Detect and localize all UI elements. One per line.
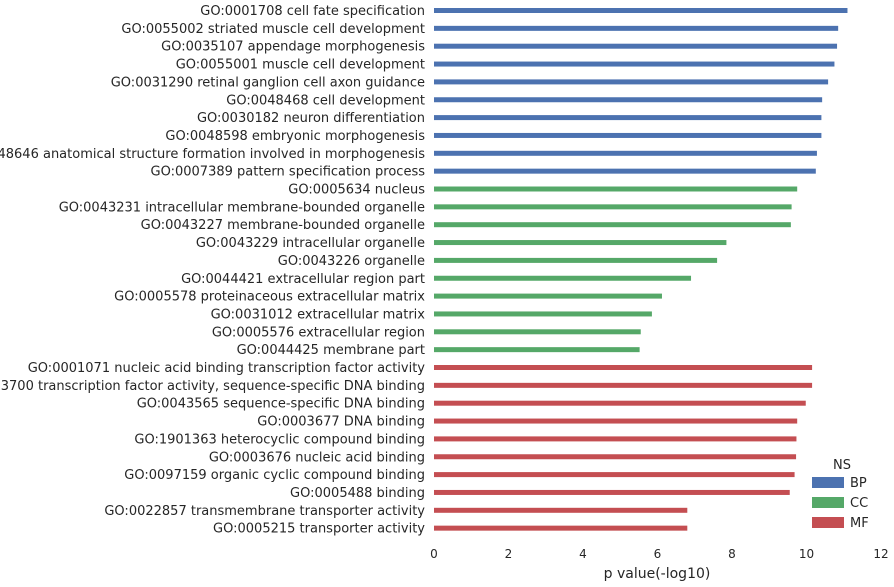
bar-bp (434, 150, 817, 156)
category-label: GO:1901363 heterocyclic compound binding (134, 432, 425, 447)
category-label: GO:0003700 transcription factor activity… (0, 379, 425, 394)
category-label: GO:0043227 membrane-bounded organelle (141, 218, 425, 233)
legend-swatch-bp (812, 477, 844, 488)
category-label: GO:0043226 organelle (278, 254, 425, 269)
x-tick-label: 10 (799, 547, 814, 561)
bar-bp (434, 132, 822, 138)
category-label: GO:0001071 nucleic acid binding transcri… (28, 361, 426, 376)
bar-cc (434, 293, 662, 299)
bar-mf (434, 454, 797, 460)
bar-cc (434, 186, 798, 192)
x-tick-label: 0 (430, 547, 438, 561)
category-label: GO:0005634 nucleus (288, 183, 425, 198)
category-label: GO:0043565 sequence-specific DNA binding (137, 397, 425, 412)
bar-mf (434, 436, 797, 442)
bar-cc (434, 275, 692, 281)
x-tick-label: 2 (505, 547, 513, 561)
category-label: GO:0048598 embryonic morphogenesis (165, 129, 425, 144)
category-label: GO:0044425 membrane part (237, 343, 425, 358)
legend-title: NS (833, 458, 851, 473)
category-label: GO:0005576 extracellular region (212, 325, 425, 340)
category-label: GO:0043229 intracellular organelle (196, 236, 425, 251)
bar-mf (434, 525, 688, 531)
category-label: GO:0055002 striated muscle cell developm… (121, 22, 425, 37)
bar-mf (434, 472, 795, 478)
category-label: GO:0031012 extracellular matrix (211, 307, 426, 322)
legend: NS BP CC MF (812, 458, 869, 531)
x-axis: p value(-log10) 0 2 4 6 8 10 12 (430, 547, 888, 582)
category-label: GO:0048468 cell development (226, 93, 425, 108)
legend-swatch-cc (812, 497, 844, 508)
bar-mf (434, 507, 688, 513)
category-label: GO:0003677 DNA binding (257, 415, 425, 430)
legend-label: CC (850, 496, 868, 511)
bar-bp (434, 8, 848, 13)
bar-mf (434, 418, 798, 424)
x-tick-label: 6 (654, 547, 662, 561)
bar-cc (434, 311, 652, 317)
category-label: GO:0055001 muscle cell development (176, 58, 425, 73)
bar-cc (434, 204, 792, 210)
category-label: GO:0005578 proteinaceous extracellular m… (114, 290, 425, 305)
category-label: GO:0031290 retinal ganglion cell axon gu… (111, 75, 425, 90)
category-label: GO:0048646 anatomical structure formatio… (0, 147, 425, 162)
bar-bp (434, 97, 823, 103)
category-label: GO:0005215 transporter activity (213, 522, 425, 537)
bar-bp (434, 61, 835, 67)
legend-label: MF (850, 516, 869, 531)
bar-mf (434, 489, 790, 495)
bar-cc (434, 347, 640, 353)
bar-bp (434, 43, 838, 49)
bar-bp (434, 115, 822, 121)
bar-cc (434, 240, 727, 246)
x-axis-label: p value(-log10) (604, 566, 711, 582)
category-label: GO:0003676 nucleic acid binding (209, 450, 425, 465)
category-label: GO:0044421 extracellular region part (181, 272, 425, 287)
bar-cc (434, 222, 791, 228)
x-tick-label: 8 (728, 547, 736, 561)
bar-cc (434, 329, 641, 335)
bar-bp (434, 79, 829, 85)
category-label: GO:0030182 neuron differentiation (197, 111, 425, 126)
legend-label: BP (850, 476, 867, 491)
category-label: GO:0001708 cell fate specification (200, 4, 425, 19)
category-label: GO:0007389 pattern specification process (151, 165, 426, 180)
bar-cc (434, 257, 718, 263)
category-label: GO:0005488 binding (290, 486, 425, 501)
x-tick-label: 4 (579, 547, 587, 561)
category-label: GO:0043231 intracellular membrane-bounde… (59, 200, 425, 215)
category-label: GO:0022857 transmembrane transporter act… (104, 504, 425, 519)
category-label: GO:0097159 organic cyclic compound bindi… (124, 468, 425, 483)
bars-layer (434, 8, 848, 531)
bar-mf (434, 382, 813, 388)
legend-swatch-mf (812, 517, 844, 528)
bar-bp (434, 25, 839, 31)
bar-bp (434, 168, 816, 174)
x-tick-label: 12 (873, 547, 888, 561)
category-label: GO:0035107 appendage morphogenesis (161, 40, 425, 55)
category-labels: GO:0001708 cell fate specification GO:005… (0, 4, 425, 537)
bar-mf (434, 365, 813, 370)
bar-mf (434, 400, 806, 406)
